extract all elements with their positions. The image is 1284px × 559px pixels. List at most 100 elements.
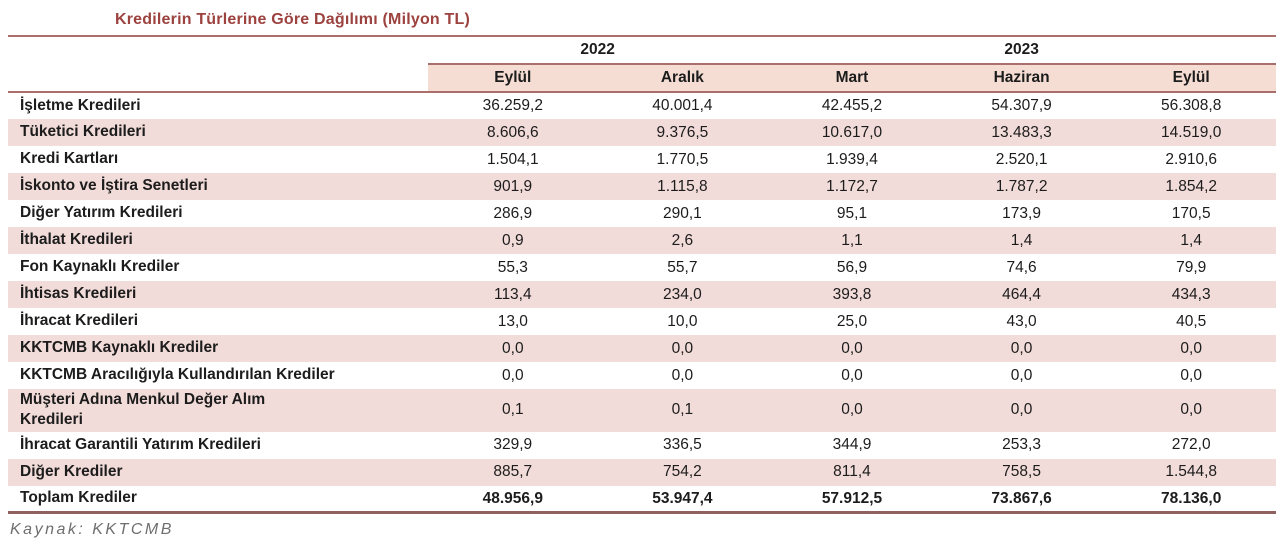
cell-value: 1.115,8 <box>657 177 708 195</box>
cell-value: 14.519,0 <box>1161 123 1222 141</box>
loan-table: 2022 2023 Eylül Aralık Mart Haziran Eylü… <box>8 37 1276 515</box>
row-label: Müşteri Adına Menkul Değer Alım Krediler… <box>20 391 266 429</box>
column-header-aralik-2022: Aralık <box>597 63 768 93</box>
cell-value: 2.520,1 <box>995 150 1048 168</box>
cell-value: 43,0 <box>1006 312 1037 330</box>
cell-value: 54.307,9 <box>991 97 1052 114</box>
row-label: İhracat Garantili Yatırım Kredileri <box>20 436 261 454</box>
cell-value: 40.001,4 <box>652 97 713 114</box>
table-row: Kredi Kartları 1.504,1 1.770,5 1.939,4 2… <box>8 146 1276 173</box>
cell-value: 329,9 <box>493 436 533 454</box>
table-row: KKTCMB Kaynaklı Krediler 0,0 0,0 0,0 0,0… <box>8 335 1276 362</box>
cell-value: 0,0 <box>1180 401 1202 419</box>
cell-value: 48.956,9 <box>428 485 598 515</box>
column-header-eylul-2023: Eylül <box>1106 63 1276 93</box>
cell-value: 0,0 <box>1180 339 1202 357</box>
cell-value: 0,0 <box>1010 366 1033 384</box>
cell-value: 1.939,4 <box>826 150 878 168</box>
table-row: İhtisas Kredileri 113,4 234,0 393,8 464,… <box>8 281 1276 308</box>
cell-value: 74,6 <box>1006 258 1037 276</box>
cell-value: 40,5 <box>1176 312 1207 330</box>
cell-value: 336,5 <box>662 436 702 454</box>
cell-value: 55,7 <box>667 258 698 276</box>
cell-value: 73.867,6 <box>936 485 1107 515</box>
cell-value: 393,8 <box>832 285 872 303</box>
cell-value: 1.770,5 <box>656 150 709 168</box>
cell-value: 0,1 <box>502 401 524 419</box>
cell-value: 0,9 <box>502 231 524 249</box>
cell-value: 13,0 <box>497 312 528 330</box>
column-header-mart-2023: Mart <box>767 63 937 93</box>
cell-value: 0,0 <box>502 339 524 357</box>
cell-value: 272,0 <box>1171 436 1211 454</box>
cell-value: 56.308,8 <box>1161 97 1222 114</box>
cell-value: 1.544,8 <box>1165 463 1218 481</box>
title-rule <box>8 35 1276 37</box>
table-row: Diğer Yatırım Kredileri 286,9 290,1 95,1… <box>8 200 1276 227</box>
cell-value: 885,7 <box>493 463 533 481</box>
row-label: İthalat Kredileri <box>20 231 133 249</box>
source-note: Kaynak: KKTCMB <box>10 521 174 539</box>
cell-value: 2,6 <box>671 231 694 249</box>
row-label: KKTCMB Aracılığıyla Kullandırılan Kredil… <box>20 366 335 384</box>
cell-value: 79,9 <box>1176 258 1207 276</box>
year-header-2022: 2022 <box>428 37 768 64</box>
table-row: KKTCMB Aracılığıyla Kullandırılan Kredil… <box>8 362 1276 389</box>
row-label: Tüketici Kredileri <box>20 123 146 141</box>
loan-table-head: 2022 2023 Eylül Aralık Mart Haziran Eylü… <box>8 37 1276 93</box>
cell-value: 1,1 <box>841 231 863 249</box>
column-header-haziran-2023: Haziran <box>936 63 1107 93</box>
cell-value: 173,9 <box>1002 204 1041 222</box>
cell-value: 290,1 <box>662 204 702 222</box>
cell-value: 36.259,2 <box>482 97 543 114</box>
page: Kredilerin Türlerine Göre Dağılımı (Mily… <box>8 11 1276 539</box>
cell-value: 78.136,0 <box>1106 485 1276 515</box>
cell-value: 1,4 <box>1010 231 1033 249</box>
cell-value: 1.504,1 <box>486 150 539 168</box>
cell-value: 113,4 <box>493 285 532 303</box>
month-header-row: Eylül Aralık Mart Haziran Eylül <box>8 63 1276 93</box>
cell-value: 811,4 <box>833 463 871 481</box>
cell-value: 10,0 <box>667 312 698 330</box>
table-row: İhracat Garantili Yatırım Kredileri 329,… <box>8 432 1276 459</box>
row-label: İhracat Kredileri <box>20 312 139 330</box>
row-label: Diğer Krediler <box>20 463 123 481</box>
table-row: İskonto ve İştira Senetleri 901,9 1.115,… <box>8 173 1276 200</box>
cell-value: 0,0 <box>1180 366 1202 384</box>
cell-value: 0,0 <box>502 366 524 384</box>
row-label: İhtisas Kredileri <box>20 285 137 303</box>
month-header-corner <box>8 64 428 93</box>
row-label: Fon Kaynaklı Krediler <box>20 258 180 276</box>
table-row: Toplam Krediler 48.956,9 53.947,4 57.912… <box>8 485 1276 515</box>
cell-value: 53.947,4 <box>597 485 768 515</box>
cell-value: 95,1 <box>836 204 868 222</box>
year-header-corner <box>8 37 428 64</box>
cell-value: 1,4 <box>1180 231 1202 249</box>
table-row: Fon Kaynaklı Krediler 55,3 55,7 56,9 74,… <box>8 254 1276 281</box>
cell-value: 434,3 <box>1171 285 1211 303</box>
cell-value: 1.854,2 <box>1165 177 1218 195</box>
table-row: İhracat Kredileri 13,0 10,0 25,0 43,0 40… <box>8 308 1276 335</box>
cell-value: 234,0 <box>662 285 702 303</box>
cell-value: 0,0 <box>671 339 694 357</box>
row-label: İskonto ve İştira Senetleri <box>20 177 208 195</box>
column-header-eylul-2022: Eylül <box>428 63 598 93</box>
cell-value: 0,0 <box>841 339 863 357</box>
cell-value: 57.912,5 <box>767 485 937 515</box>
cell-value: 0,1 <box>671 401 694 419</box>
cell-value: 0,0 <box>1010 339 1033 357</box>
table-row: İthalat Kredileri 0,9 2,6 1,1 1,4 1,4 <box>8 227 1276 254</box>
cell-value: 253,3 <box>1002 436 1041 454</box>
cell-value: 9.376,5 <box>656 123 709 141</box>
row-label: KKTCMB Kaynaklı Krediler <box>20 339 219 357</box>
cell-value: 56,9 <box>836 258 868 276</box>
row-label: Toplam Krediler <box>8 485 428 515</box>
cell-value: 13.483,3 <box>991 123 1052 141</box>
page-title: Kredilerin Türlerine Göre Dağılımı (Mily… <box>115 11 471 28</box>
cell-value: 754,2 <box>662 463 702 481</box>
year-header-row: 2022 2023 <box>8 37 1276 64</box>
cell-value: 0,0 <box>841 401 863 419</box>
cell-value: 8.606,6 <box>486 123 539 141</box>
cell-value: 55,3 <box>497 258 528 276</box>
table-row: Müşteri Adına Menkul Değer Alım Krediler… <box>8 389 1276 432</box>
